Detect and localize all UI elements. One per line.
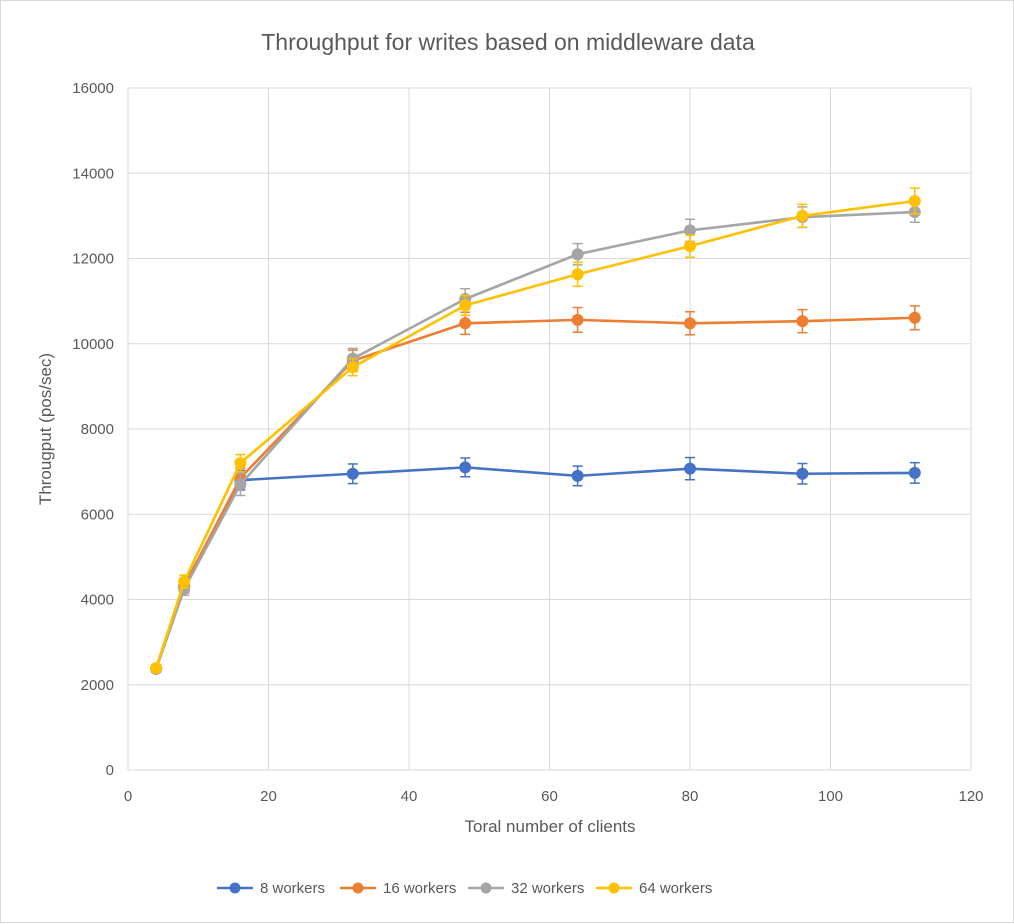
series-32-workers bbox=[150, 201, 921, 675]
data-point bbox=[684, 224, 696, 237]
series-64-workers bbox=[150, 187, 921, 675]
data-point bbox=[908, 311, 921, 324]
series-line bbox=[154, 210, 915, 670]
data-point bbox=[459, 461, 472, 474]
axes: 0 2000 4000 6000 8000 10000 12000 14000 16000 0 20… bbox=[72, 80, 983, 805]
data-point bbox=[908, 194, 921, 207]
data-point bbox=[908, 466, 921, 479]
y-tick-label: 4000 bbox=[81, 592, 114, 609]
data-point bbox=[178, 575, 191, 588]
y-tick-label: 14000 bbox=[72, 165, 114, 182]
data-point bbox=[571, 248, 584, 261]
chart-title: Throughput for writes based on middlewar… bbox=[261, 29, 755, 55]
x-axis-title: Toral number of clients bbox=[464, 817, 635, 836]
data-point bbox=[346, 467, 359, 480]
y-tick-label: 16000 bbox=[72, 80, 114, 97]
legend-marker bbox=[480, 882, 492, 894]
legend-item-16-workers: 16 workers bbox=[340, 880, 456, 897]
data-point bbox=[571, 268, 584, 281]
data-point bbox=[796, 467, 809, 480]
y-tick-label: 8000 bbox=[81, 421, 114, 438]
data-point bbox=[459, 317, 472, 330]
series-line bbox=[154, 316, 915, 669]
data-point bbox=[234, 457, 247, 470]
legend-item-8-workers: 8 workers bbox=[217, 880, 325, 897]
y-axis-title: Througput (pos/sec) bbox=[36, 353, 55, 505]
data-point bbox=[234, 478, 247, 491]
x-tick-label: 40 bbox=[401, 788, 418, 805]
y-tick-label: 12000 bbox=[72, 251, 114, 268]
y-tick-label: 10000 bbox=[72, 336, 114, 353]
legend-item-32-workers: 32 workers bbox=[468, 880, 584, 897]
y-tick-label: 2000 bbox=[81, 677, 114, 694]
x-tick-label: 120 bbox=[958, 788, 983, 805]
gridlines bbox=[127, 87, 972, 771]
x-tick-label: 60 bbox=[541, 788, 558, 805]
x-tick-label: 100 bbox=[818, 788, 843, 805]
data-point bbox=[796, 209, 809, 222]
legend-item-64-workers: 64 workers bbox=[596, 880, 712, 897]
x-tick-label: 80 bbox=[682, 788, 699, 805]
data-point bbox=[571, 469, 584, 482]
data-point bbox=[571, 313, 584, 326]
series-line bbox=[154, 466, 915, 669]
data-point bbox=[150, 662, 163, 675]
x-tick-label: 20 bbox=[260, 788, 277, 805]
series-8-workers bbox=[150, 456, 921, 675]
legend-marker bbox=[608, 882, 620, 894]
series-layer bbox=[150, 187, 921, 675]
legend-marker bbox=[352, 882, 364, 894]
legend-label: 64 workers bbox=[639, 880, 712, 897]
x-tick-label: 0 bbox=[124, 788, 132, 805]
data-point bbox=[346, 361, 359, 374]
legend-marker bbox=[229, 882, 241, 894]
series-16-workers bbox=[150, 305, 921, 675]
legend-label: 32 workers bbox=[511, 880, 584, 897]
data-point bbox=[684, 240, 696, 253]
legend-label: 16 workers bbox=[383, 880, 456, 897]
legend: 8 workers 16 workers 32 workers 64 workers bbox=[217, 880, 712, 897]
y-tick-label: 6000 bbox=[81, 506, 114, 523]
data-point bbox=[684, 462, 696, 475]
y-tick-label: 0 bbox=[106, 762, 114, 779]
data-point bbox=[796, 315, 809, 328]
legend-label: 8 workers bbox=[260, 880, 325, 897]
data-point bbox=[459, 299, 472, 312]
data-point bbox=[684, 317, 696, 330]
